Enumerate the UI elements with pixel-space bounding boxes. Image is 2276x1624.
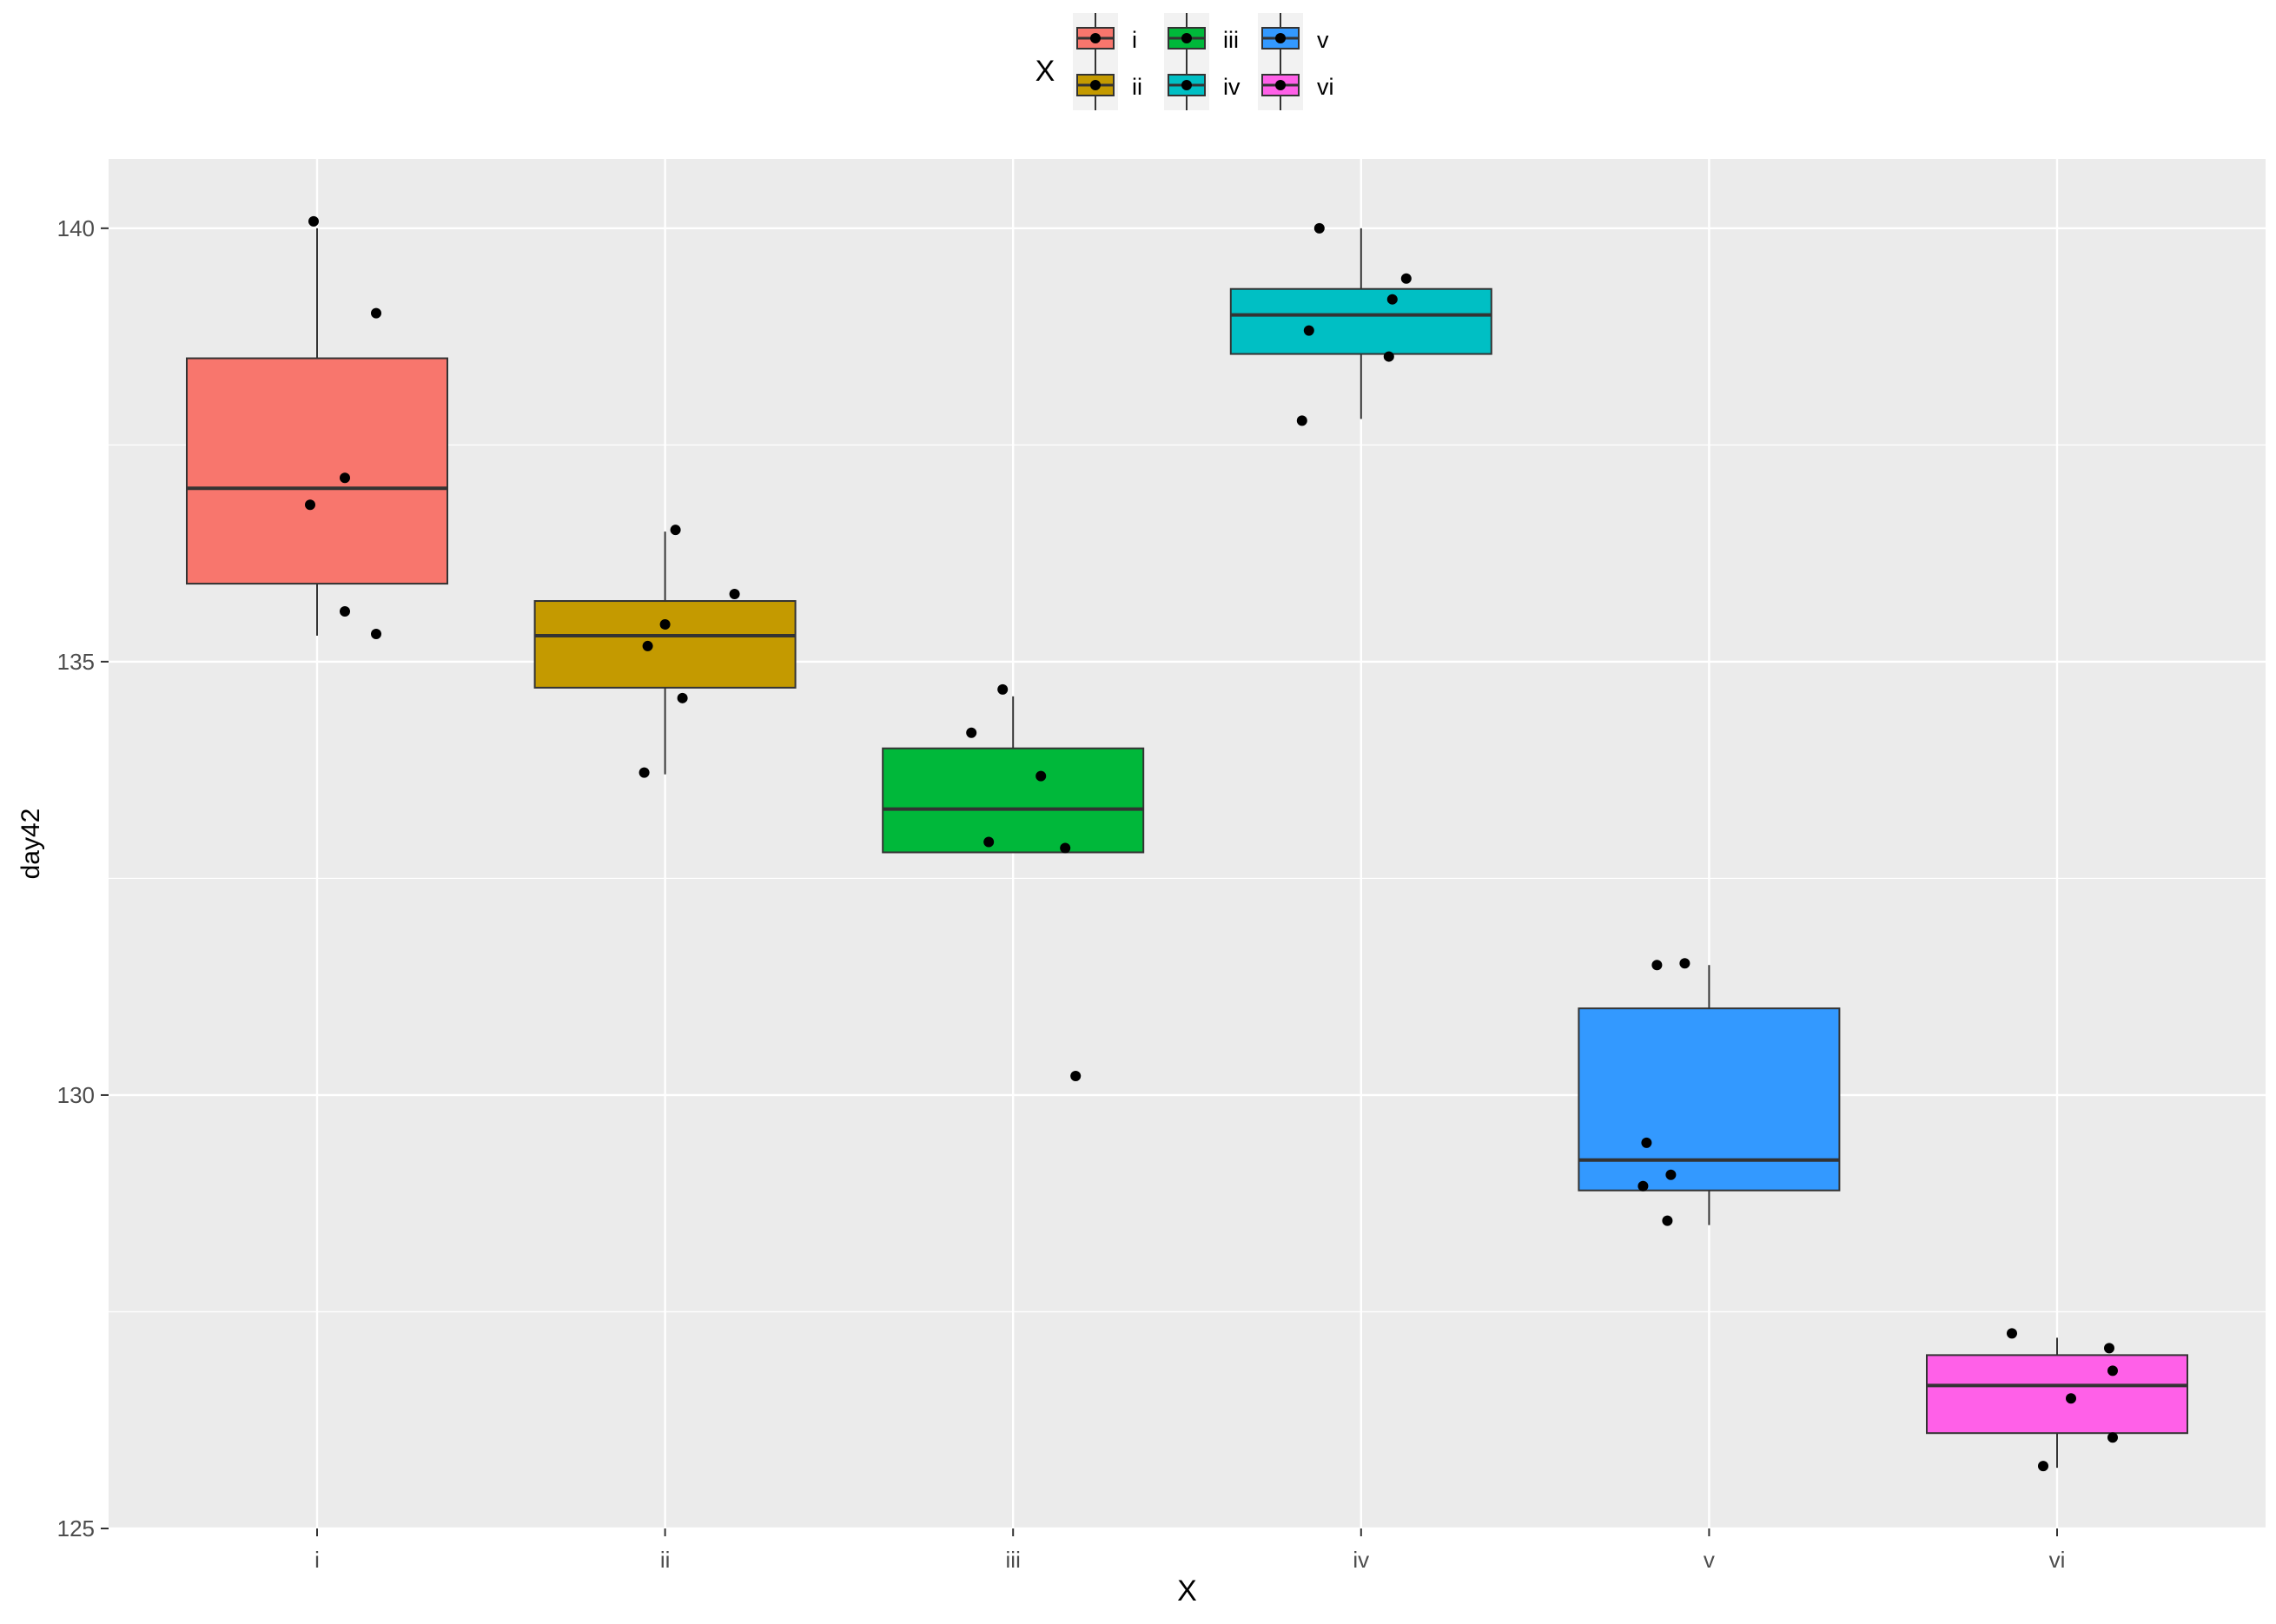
point-v bbox=[1641, 1137, 1652, 1148]
legend-label: iv bbox=[1223, 74, 1241, 100]
point-vi bbox=[2066, 1393, 2076, 1404]
box-body bbox=[533, 600, 797, 689]
point-v bbox=[1665, 1169, 1677, 1180]
legend-key-point bbox=[1181, 80, 1192, 90]
box-i bbox=[186, 228, 448, 636]
point-ii bbox=[729, 589, 740, 600]
box-ii bbox=[533, 531, 797, 775]
legend-label: v bbox=[1317, 27, 1329, 53]
legend-item-i: i bbox=[1073, 13, 1137, 63]
point-ii bbox=[642, 640, 653, 651]
point-vi bbox=[2007, 1328, 2017, 1339]
point-iii bbox=[983, 836, 995, 848]
box-body bbox=[1229, 287, 1492, 355]
point-iv bbox=[1400, 273, 1412, 284]
legend-item-iii: iii bbox=[1164, 13, 1239, 63]
x-tick-label: i bbox=[314, 1547, 320, 1573]
legend-label: iii bbox=[1223, 27, 1239, 53]
point-iii bbox=[997, 683, 1009, 695]
x-tick-label: ii bbox=[660, 1547, 671, 1573]
point-iv bbox=[1296, 415, 1307, 426]
point-i bbox=[340, 606, 350, 617]
point-ii bbox=[670, 525, 681, 536]
point-iii bbox=[1035, 770, 1047, 782]
point-i bbox=[308, 215, 319, 227]
box-body bbox=[186, 357, 448, 585]
point-ii bbox=[659, 618, 671, 630]
box-body bbox=[1926, 1354, 2188, 1435]
x-tick-label: v bbox=[1704, 1547, 1715, 1573]
point-i bbox=[371, 307, 381, 319]
legend-title: X bbox=[1035, 55, 1055, 88]
point-vi bbox=[2107, 1365, 2118, 1376]
box-body bbox=[1578, 1007, 1841, 1192]
legend-item-ii: ii bbox=[1073, 60, 1142, 110]
box-v bbox=[1578, 965, 1841, 1225]
point-vi bbox=[2104, 1343, 2114, 1354]
point-i bbox=[371, 628, 381, 639]
point-v bbox=[1638, 1180, 1649, 1192]
point-ii bbox=[638, 767, 650, 778]
point-iv bbox=[1386, 294, 1398, 305]
legend-item-iv: iv bbox=[1164, 60, 1241, 110]
legend-key-point bbox=[1181, 33, 1192, 43]
legend-key-point bbox=[1275, 80, 1286, 90]
legend-key-point bbox=[1275, 33, 1286, 43]
legend-key-point bbox=[1090, 33, 1101, 43]
point-i bbox=[305, 499, 315, 511]
point-v bbox=[1651, 960, 1663, 971]
point-v bbox=[1662, 1215, 1673, 1226]
legend-label: i bbox=[1132, 27, 1137, 53]
point-iv bbox=[1313, 222, 1325, 234]
point-iii bbox=[1070, 1070, 1082, 1081]
y-tick-label: 130 bbox=[57, 1082, 95, 1108]
point-vi bbox=[2038, 1461, 2048, 1472]
y-tick-label: 140 bbox=[57, 215, 95, 241]
point-ii bbox=[677, 692, 688, 703]
plot-panel bbox=[109, 159, 2266, 1528]
legend-key-point bbox=[1090, 80, 1101, 90]
x-tick-label: vi bbox=[2049, 1547, 2066, 1573]
legend-label: ii bbox=[1132, 74, 1142, 100]
box-iii bbox=[882, 696, 1145, 854]
point-iii bbox=[1060, 842, 1071, 854]
y-tick-label: 135 bbox=[57, 649, 95, 675]
y-axis-title: day42 bbox=[17, 809, 45, 880]
legend-item-v: v bbox=[1258, 13, 1329, 63]
point-vi bbox=[2107, 1432, 2118, 1443]
legend-item-vi: vi bbox=[1258, 60, 1334, 110]
boxes bbox=[186, 228, 2188, 1469]
x-tick-label: iii bbox=[1006, 1547, 1021, 1573]
point-i bbox=[340, 472, 350, 484]
point-v bbox=[1679, 958, 1690, 969]
y-tick-label: 125 bbox=[57, 1515, 95, 1541]
data-points bbox=[305, 215, 2118, 1472]
x-axis-title: X bbox=[1177, 1574, 1197, 1607]
point-iv bbox=[1303, 325, 1314, 336]
point-iii bbox=[966, 727, 977, 738]
box-vi bbox=[1926, 1337, 2188, 1469]
legend-label: vi bbox=[1317, 74, 1334, 100]
x-tick-label: iv bbox=[1353, 1547, 1369, 1573]
point-iv bbox=[1383, 351, 1394, 362]
box-iv bbox=[1229, 228, 1492, 419]
box-body bbox=[882, 747, 1145, 854]
grid-lines bbox=[109, 159, 2266, 1530]
